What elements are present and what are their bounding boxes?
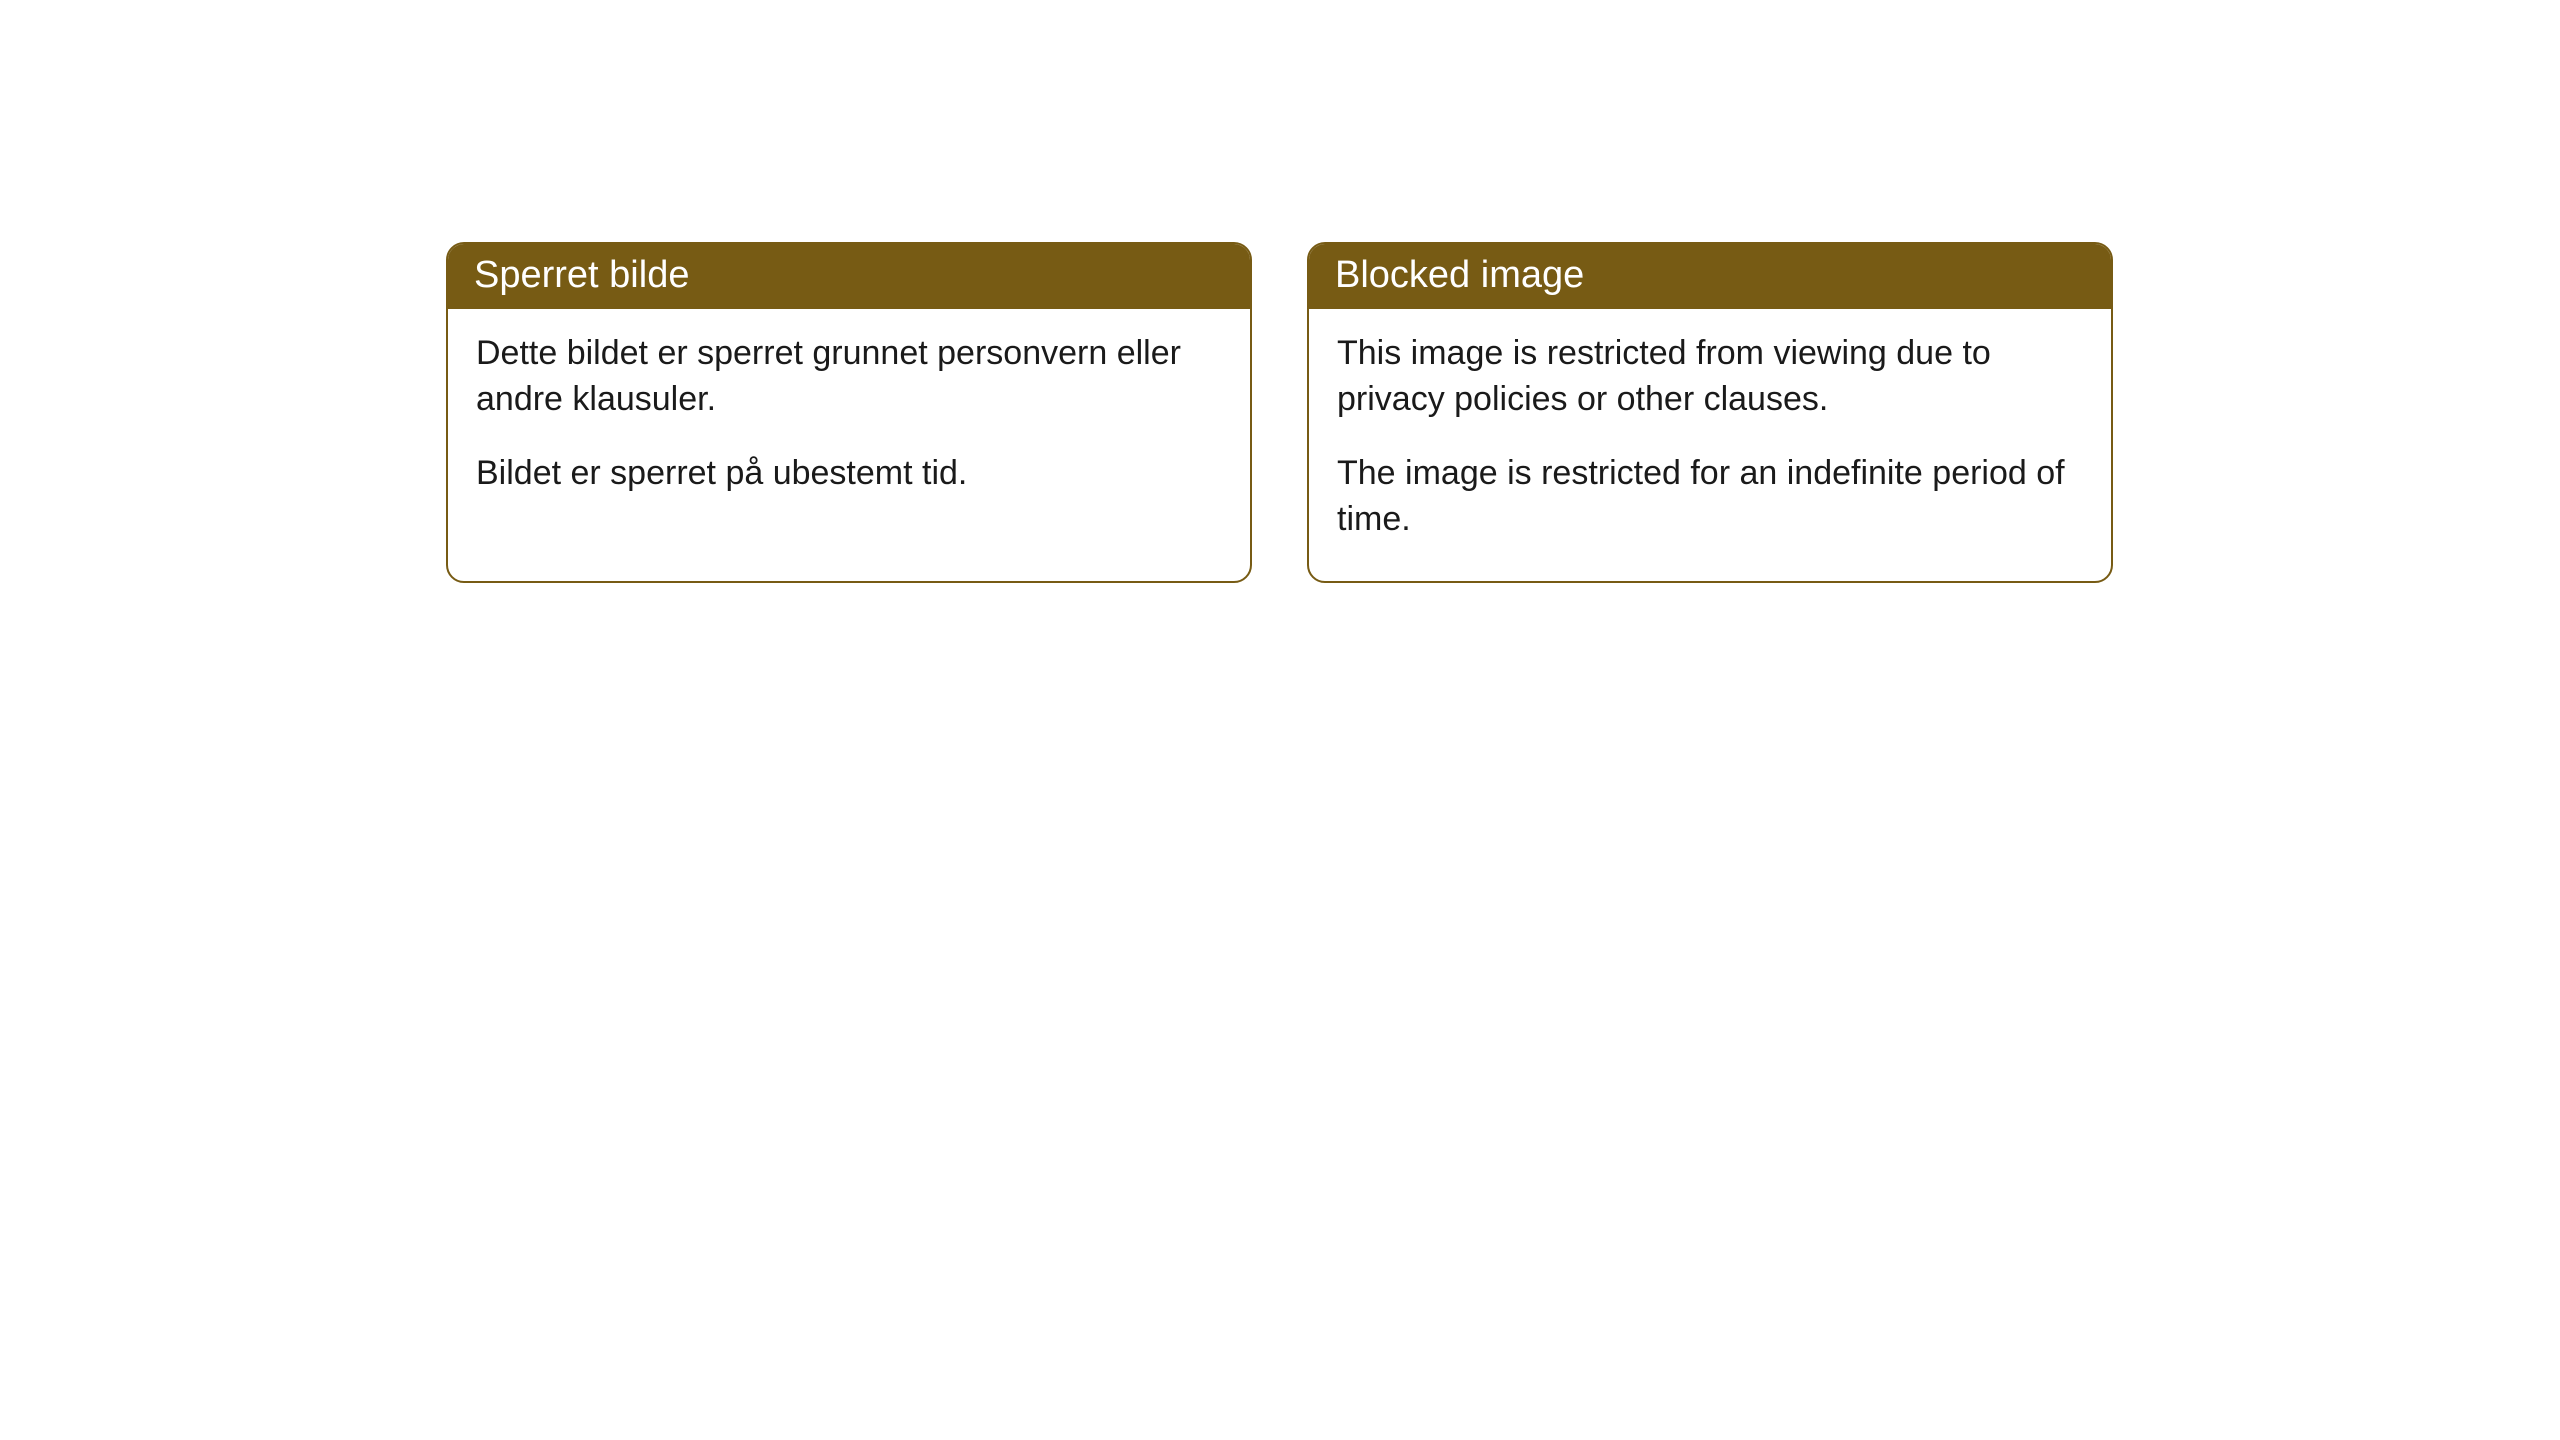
card-title: Blocked image: [1335, 254, 1584, 296]
card-paragraph: Dette bildet er sperret grunnet personve…: [476, 331, 1222, 423]
notice-card-english: Blocked image This image is restricted f…: [1307, 242, 2113, 583]
card-header: Sperret bilde: [448, 244, 1250, 309]
card-body: Dette bildet er sperret grunnet personve…: [448, 309, 1250, 535]
card-title: Sperret bilde: [474, 254, 689, 296]
card-header: Blocked image: [1309, 244, 2111, 309]
card-paragraph: Bildet er sperret på ubestemt tid.: [476, 451, 1222, 497]
notice-card-norwegian: Sperret bilde Dette bildet er sperret gr…: [446, 242, 1252, 583]
card-paragraph: This image is restricted from viewing du…: [1337, 331, 2083, 423]
card-body: This image is restricted from viewing du…: [1309, 309, 2111, 581]
notice-container: Sperret bilde Dette bildet er sperret gr…: [446, 242, 2113, 583]
card-paragraph: The image is restricted for an indefinit…: [1337, 451, 2083, 543]
